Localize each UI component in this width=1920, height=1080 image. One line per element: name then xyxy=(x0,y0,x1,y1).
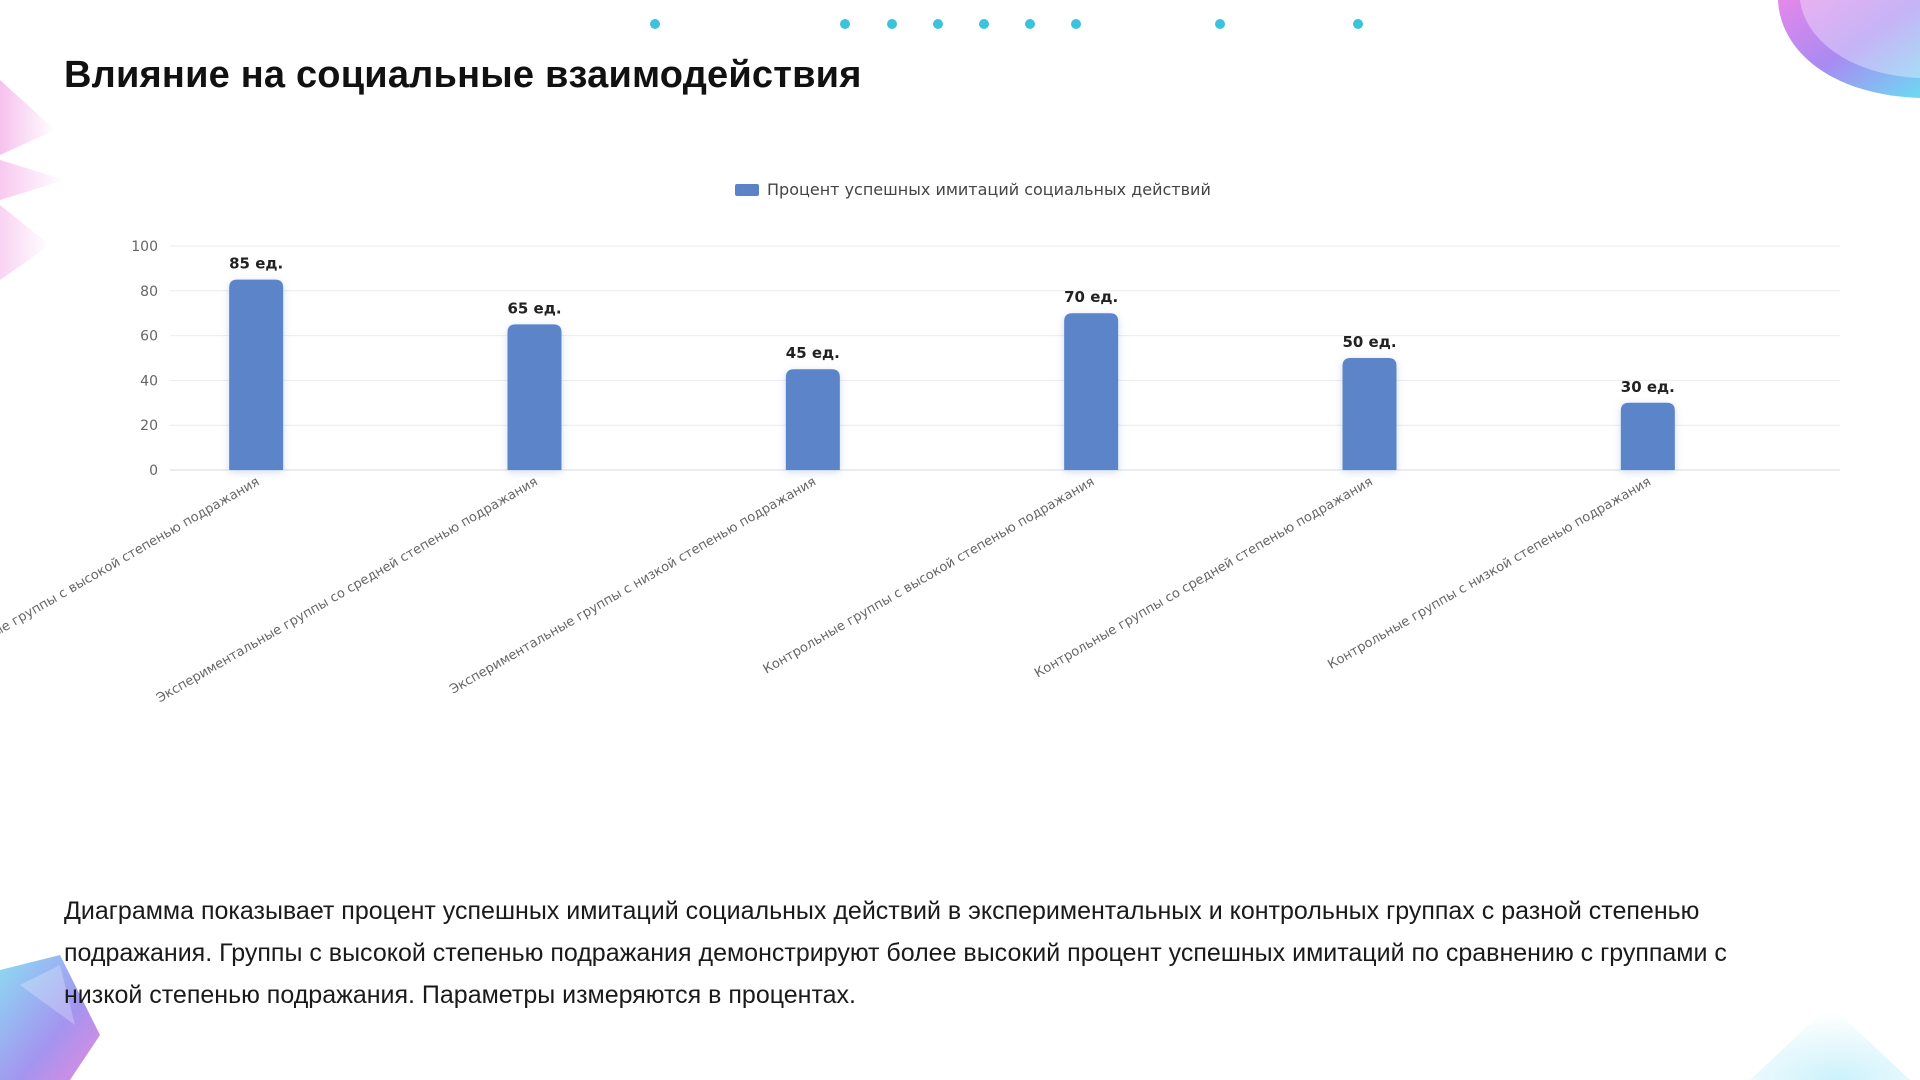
decorative-dots xyxy=(650,19,1363,29)
decorative-dot xyxy=(979,19,989,29)
y-tick-label: 40 xyxy=(140,373,158,389)
bar xyxy=(785,369,840,470)
x-tick-label: Контрольные группы с высокой степенью по… xyxy=(761,474,1097,677)
y-tick-label: 0 xyxy=(149,463,158,479)
corner-decoration-bottom-left xyxy=(0,955,100,1080)
decorative-dot xyxy=(1353,19,1363,29)
data-label: 30 ед. xyxy=(1621,378,1675,396)
data-label: 85 ед. xyxy=(229,255,283,273)
data-label: 65 ед. xyxy=(507,299,561,317)
decorative-dot xyxy=(1071,19,1081,29)
y-tick-label: 20 xyxy=(140,418,158,434)
legend-swatch xyxy=(735,184,759,196)
bar xyxy=(1064,313,1119,470)
y-tick-label: 60 xyxy=(140,329,158,345)
decorative-dot xyxy=(933,19,943,29)
decorative-dot xyxy=(1215,19,1225,29)
decorative-dot xyxy=(1025,19,1035,29)
corner-decoration-left xyxy=(0,80,65,280)
corner-decoration-top-right xyxy=(1778,0,1920,98)
decorative-dot xyxy=(650,19,660,29)
y-tick-label: 100 xyxy=(131,239,158,255)
corner-decoration-bottom-right xyxy=(1750,1005,1910,1080)
x-tick-label: Контрольные группы с низкой степенью под… xyxy=(1325,474,1653,672)
bar xyxy=(1620,402,1675,470)
bar xyxy=(1342,358,1397,470)
x-tick-label: Контрольные группы со средней степенью п… xyxy=(1032,474,1375,681)
decorative-dot xyxy=(887,19,897,29)
bar xyxy=(507,324,562,470)
bar xyxy=(229,279,284,470)
slide-title: Влияние на социальные взаимодействия xyxy=(64,54,862,96)
legend-label: Процент успешных имитаций социальных дей… xyxy=(767,180,1211,199)
decorative-dot xyxy=(840,19,850,29)
data-label: 50 ед. xyxy=(1342,333,1396,351)
data-label: 45 ед. xyxy=(786,344,840,362)
data-label: 70 ед. xyxy=(1064,288,1118,306)
legend: Процент успешных имитаций социальных дей… xyxy=(735,180,1211,199)
y-tick-label: 80 xyxy=(140,284,158,300)
chart-description: Диаграмма показывает процент успешных им… xyxy=(64,897,1727,1009)
